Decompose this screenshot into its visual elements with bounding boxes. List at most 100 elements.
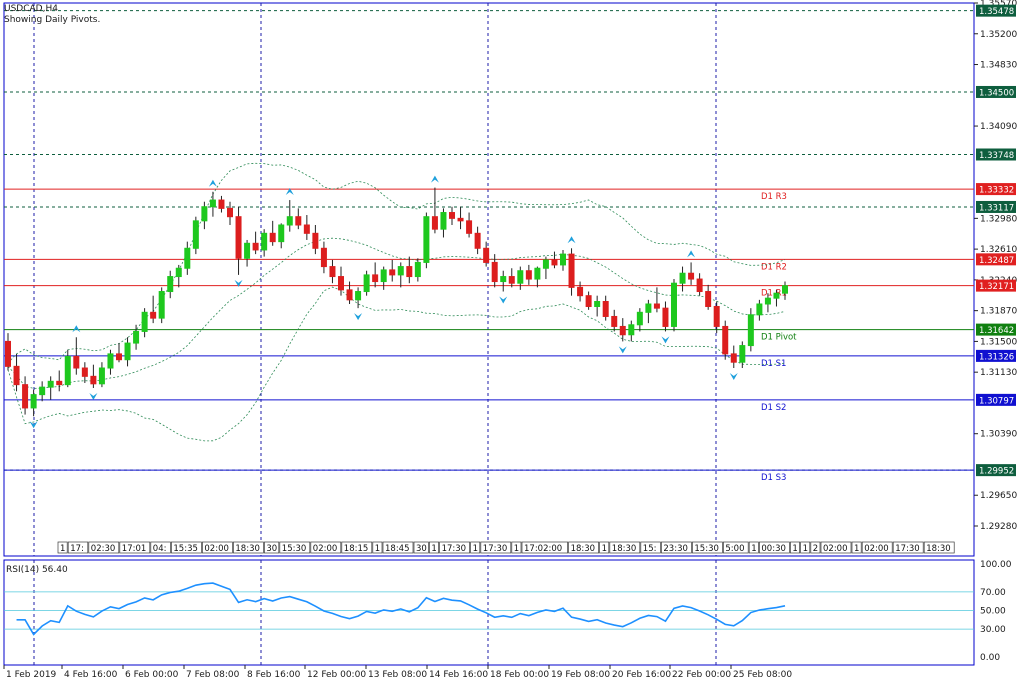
price-tick-label: 1.29280: [980, 522, 1017, 532]
session-label: 17:01: [122, 544, 147, 554]
candle-body: [431, 216, 438, 230]
session-label-box: [640, 541, 661, 554]
session-label: 2: [813, 544, 818, 554]
session-label-box: [861, 541, 893, 554]
session-label-box: [382, 541, 414, 554]
rsi-axis-label: 50.00: [980, 607, 1006, 617]
price-tag: [976, 349, 1016, 362]
candle-body: [449, 212, 455, 219]
candle-body: [90, 375, 97, 385]
time-tick-label: 13 Feb 08:00: [368, 670, 427, 680]
candle-body: [713, 305, 720, 327]
middle-band: [7, 237, 786, 389]
session-label-box: [851, 541, 862, 554]
candle-body: [764, 297, 771, 305]
candle-body: [636, 311, 643, 326]
time-tick-label: 7 Feb 08:00: [186, 670, 240, 680]
fractal-down-arrow: [729, 373, 738, 381]
upper-band: [7, 162, 786, 364]
session-label-box: [810, 541, 821, 554]
session-label-box: [723, 541, 749, 554]
chart-frame: [3, 2, 975, 666]
session-label-box: [511, 541, 522, 554]
time-tick-label: 20 Feb 16:00: [612, 670, 671, 680]
candle-body: [175, 267, 182, 278]
bollinger-bands: [7, 162, 786, 442]
session-label-box: [150, 541, 171, 554]
session-label: 18:45: [385, 544, 410, 554]
candle-body: [303, 224, 310, 234]
session-label-box: [171, 541, 202, 554]
session-label: 1: [375, 544, 380, 554]
session-label: 1: [751, 544, 756, 554]
session-label: 1: [431, 544, 436, 554]
candle-body: [320, 247, 327, 268]
rsi-axis-label: 0.00: [980, 653, 1000, 663]
session-label-box: [661, 541, 692, 554]
candle-body: [705, 291, 712, 307]
candle-body: [773, 292, 780, 299]
session-label: 17:30: [895, 544, 920, 554]
fractal-down-arrow: [499, 296, 508, 304]
price-tag-label: 1.30797: [979, 396, 1014, 406]
time-tick-label: 18 Feb 00:00: [490, 670, 549, 680]
session-labels: 1 17: 02:30 17:01 04: 15:35 02:00 18:30 30 15:30 0…: [57, 541, 955, 554]
candle-body: [346, 289, 353, 301]
session-label-box: [57, 541, 68, 554]
price-tag-label: 1.34500: [979, 88, 1014, 98]
candle-body: [209, 199, 216, 208]
price-tag: [976, 4, 1016, 17]
session-label-box: [119, 541, 151, 554]
session-label: 17:02:00: [524, 544, 562, 554]
price-tick-label: 1.31500: [980, 337, 1017, 347]
session-label-box: [923, 541, 955, 554]
session-label: 02:00: [313, 544, 338, 554]
time-axis[interactable]: 1 Feb 2019 4 Feb 16:00 6 Feb 00:00 7 Feb 08…: [3, 665, 792, 680]
candle-body: [500, 276, 507, 283]
session-label: 23:30: [663, 544, 688, 554]
fractal-markers: [29, 175, 738, 429]
lower-band: [7, 286, 786, 442]
price-tick-label: 1.34090: [980, 122, 1017, 132]
session-label: 1: [602, 544, 607, 554]
session-label-box: [692, 541, 723, 554]
session-label-box: [372, 541, 383, 554]
session-label: 17:30: [483, 544, 508, 554]
main-chart-border: [3, 2, 975, 557]
candle-body: [551, 259, 558, 266]
session-label-box: [748, 541, 759, 554]
candle-body: [491, 261, 498, 283]
session-label: 18:30: [926, 544, 951, 554]
price-tag-label: 1.35478: [979, 7, 1014, 17]
price-tag-label: 1.31326: [979, 352, 1014, 362]
price-tick-label: 1.31870: [980, 307, 1017, 317]
session-label: 5:00: [725, 544, 744, 554]
candle-body: [286, 216, 293, 226]
candle-body: [483, 247, 490, 263]
session-label-box: [892, 541, 924, 554]
candle-body: [201, 206, 208, 222]
rsi-panel[interactable]: RSI(14) 56.40 100.00 70.00 50.00 30.00 0.00: [4, 560, 1012, 663]
time-tick-label: 22 Feb 00:00: [672, 670, 731, 680]
session-label-box: [480, 541, 512, 554]
candle-body: [124, 342, 131, 361]
session-label: 18:30: [612, 544, 637, 554]
session-label-box: [800, 541, 811, 554]
candle-body: [133, 330, 140, 344]
session-label: 18:30: [571, 544, 596, 554]
candle-body: [423, 216, 430, 263]
candle-body: [56, 380, 63, 386]
session-label-box: [233, 541, 264, 554]
fractal-up-arrow: [208, 179, 217, 187]
price-tick-label: 1.32610: [980, 245, 1017, 255]
candle-body: [662, 307, 669, 327]
price-axis[interactable]: 1.35570 1.35200 1.34830 1.34090 1.32980 1.326…: [974, 0, 1017, 532]
candle-body: [414, 261, 421, 278]
candle-body: [645, 303, 652, 313]
price-tick-label: 1.34830: [980, 61, 1017, 71]
candle-body: [542, 259, 549, 269]
candle-body: [739, 345, 746, 363]
candle-body: [47, 380, 54, 388]
session-label-box: [470, 541, 481, 554]
